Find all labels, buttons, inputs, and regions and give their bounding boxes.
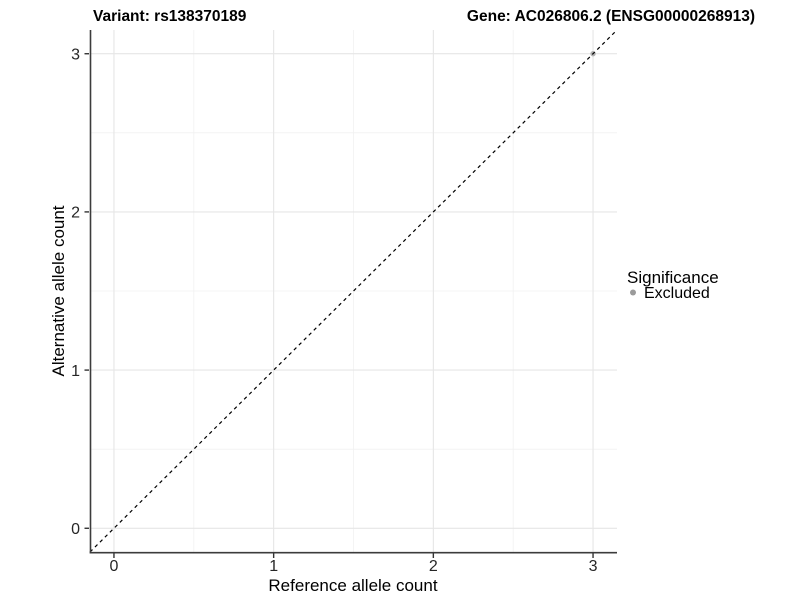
axis-tick-labels: 0 1 2 3 0 1 2 3 xyxy=(71,47,597,575)
x-tick-label: 3 xyxy=(589,558,598,575)
x-tick-label: 2 xyxy=(429,558,438,575)
legend: Significance Excluded xyxy=(627,268,719,302)
y-tick-label: 1 xyxy=(71,363,80,380)
y-tick-label: 3 xyxy=(71,47,80,64)
y-tick-label: 0 xyxy=(71,521,80,538)
x-tick-label: 1 xyxy=(269,558,278,575)
gridlines xyxy=(90,30,617,552)
y-axis-title: Alternative allele count xyxy=(49,205,68,376)
axis-ticks xyxy=(84,53,594,558)
legend-entry-label: Excluded xyxy=(644,285,710,302)
plot-title-gene: Gene: AC026806.2 (ENSG00000268913) xyxy=(467,8,755,25)
x-tick-label: 0 xyxy=(110,558,119,575)
plot-title-variant: Variant: rs138370189 xyxy=(93,8,247,25)
legend-key-point xyxy=(630,289,636,296)
legend-title: Significance xyxy=(627,268,719,287)
identity-line xyxy=(89,29,618,553)
data-layer xyxy=(89,29,618,553)
y-tick-label: 2 xyxy=(71,205,80,222)
x-axis-title: Reference allele count xyxy=(268,576,437,595)
